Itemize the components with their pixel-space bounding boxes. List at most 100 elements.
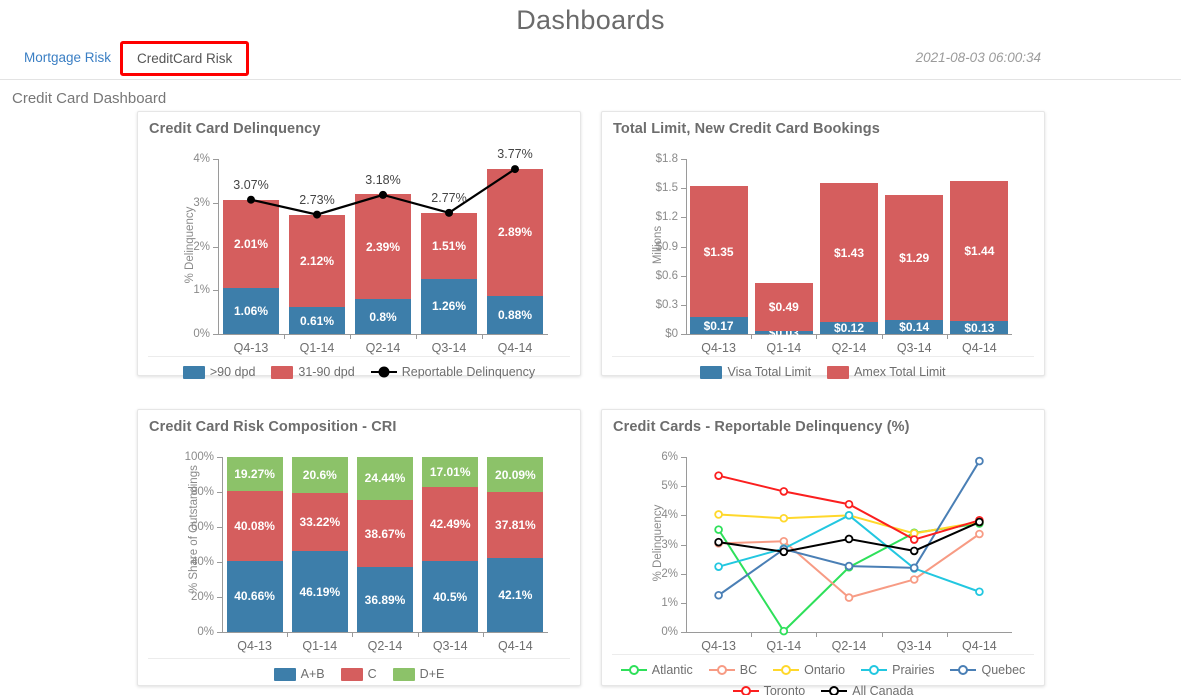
chart-total-limit-bookings[interactable]: $0 $0.3 $0.6 $0.9 $1.2 $1.5 $1.8 Millions Q4-13 Q… bbox=[602, 137, 1044, 379]
y-axis-tick: 40% bbox=[190, 556, 214, 568]
bar-segment[interactable]: 1.06% bbox=[223, 287, 279, 334]
legend-item[interactable]: BC bbox=[708, 663, 757, 677]
legend-item[interactable]: Visa Total Limit bbox=[700, 365, 811, 379]
bar-segment[interactable]: 0.88% bbox=[487, 295, 543, 334]
line-series-group[interactable] bbox=[602, 435, 1046, 685]
legend-label: Prairies bbox=[892, 663, 935, 677]
chart-reportable-delinquency[interactable]: 0% 1% 2% 3% 4% 5% 6%% Delinquency Q4-13 Q1-14 Q2-… bbox=[602, 435, 1046, 695]
bar-segment[interactable]: 40.5% bbox=[422, 561, 479, 632]
y-axis-tick: 2% bbox=[193, 240, 210, 253]
x-axis-tick: Q4-14 bbox=[962, 341, 997, 355]
bar-segment[interactable]: $1.29 bbox=[885, 194, 944, 321]
chart-legend: >90 dpd 31-90 dpd Reportable Delinquency bbox=[138, 365, 580, 379]
legend-item[interactable]: A+B bbox=[273, 667, 325, 681]
bar-segment[interactable]: 40.08% bbox=[226, 490, 283, 561]
bar-segment[interactable]: $0.14 bbox=[885, 320, 944, 334]
bar-segment[interactable]: $1.43 bbox=[820, 183, 878, 323]
bar-segment[interactable]: 1.51% bbox=[421, 212, 477, 279]
legend-item[interactable]: >90 dpd bbox=[182, 365, 255, 379]
bar-value-label: 24.44% bbox=[364, 471, 406, 486]
x-tick-mark bbox=[416, 334, 417, 339]
y-axis-tick: 2% bbox=[661, 567, 678, 580]
bar-segment[interactable]: 2.12% bbox=[289, 214, 345, 308]
bar-segment[interactable]: 24.44% bbox=[357, 457, 413, 500]
y-axis-line bbox=[218, 159, 219, 334]
y-tick-mark bbox=[681, 457, 686, 458]
dashboard-section-label: Credit Card Dashboard bbox=[12, 90, 167, 107]
legend-item[interactable]: 31-90 dpd bbox=[271, 365, 355, 379]
chart-credit-card-delinquency[interactable]: 0% 1% 2% 3% 4%% Delinquency Q4-13 Q1-14 Q2-14 Q3… bbox=[138, 137, 580, 379]
y-axis-line bbox=[686, 159, 687, 334]
y-tick-mark bbox=[217, 632, 222, 633]
bar-segment[interactable]: $0.17 bbox=[689, 317, 748, 334]
y-tick-mark bbox=[681, 159, 686, 160]
legend-item[interactable]: Ontario bbox=[773, 663, 845, 677]
chart-risk-composition[interactable]: 0% 20% 40% 60% 80% 100%% Share of Outstanding… bbox=[138, 435, 580, 681]
legend-item[interactable]: Reportable Delinquency bbox=[370, 365, 535, 379]
bar-segment[interactable]: 37.81% bbox=[487, 492, 544, 559]
bar-segment[interactable]: 40.66% bbox=[226, 560, 283, 632]
y-tick-mark bbox=[681, 544, 686, 546]
bar-segment[interactable]: $0.13 bbox=[950, 321, 1009, 335]
bar-segment[interactable]: 36.89% bbox=[357, 567, 413, 632]
bar-segment[interactable]: $1.35 bbox=[689, 186, 748, 318]
bar-segment[interactable]: 33.22% bbox=[291, 493, 348, 552]
tab-mortgage-risk[interactable]: Mortgage Risk bbox=[24, 50, 112, 65]
bar-segment[interactable]: 1.26% bbox=[421, 278, 477, 334]
legend-line-marker bbox=[773, 665, 800, 675]
x-tick-mark bbox=[417, 632, 419, 637]
x-axis-line bbox=[222, 632, 548, 633]
legend-item[interactable]: Toronto bbox=[732, 684, 806, 695]
legend-item[interactable]: All Canada bbox=[821, 684, 913, 695]
y-axis-tick: 80% bbox=[190, 486, 214, 498]
bar-segment[interactable]: $0.03 bbox=[754, 326, 813, 340]
legend-divider bbox=[612, 356, 1034, 357]
x-axis-tick: Q4-14 bbox=[498, 639, 533, 653]
bar-segment[interactable]: 2.01% bbox=[223, 199, 279, 288]
bar-value-label: 20.09% bbox=[495, 467, 536, 482]
bar-segment[interactable]: 20.6% bbox=[291, 456, 348, 494]
bar-segment[interactable]: 46.19% bbox=[291, 551, 348, 632]
bar-segment[interactable]: 2.39% bbox=[355, 194, 411, 299]
y-axis-tick: 1% bbox=[193, 284, 210, 297]
tab-creditcard-risk[interactable]: CreditCard Risk bbox=[120, 41, 250, 76]
legend-item[interactable]: Atlantic bbox=[620, 663, 693, 677]
y-axis-line bbox=[222, 457, 223, 632]
x-axis-tick: Q4-13 bbox=[701, 639, 736, 653]
legend-label: Quebec bbox=[981, 663, 1026, 677]
x-axis-tick: Q2-14 bbox=[831, 341, 867, 355]
bar-segment[interactable]: 17.01% bbox=[422, 457, 479, 487]
bar-value-label: 1.51% bbox=[431, 238, 467, 253]
bar-segment[interactable]: 38.67% bbox=[357, 499, 413, 568]
bar-segment[interactable]: $1.44 bbox=[950, 181, 1009, 322]
x-axis-tick: Q1-14 bbox=[302, 639, 338, 653]
legend-item[interactable]: C bbox=[340, 667, 377, 681]
panel-title: Total Limit, New Credit Card Bookings bbox=[613, 121, 880, 137]
bar-segment[interactable]: 0.8% bbox=[355, 299, 411, 334]
legend-item[interactable]: Prairies bbox=[861, 663, 934, 677]
legend-label: 31-90 dpd bbox=[298, 365, 355, 379]
y-axis-tick: $1.5 bbox=[655, 182, 678, 195]
legend-item[interactable]: Quebec bbox=[950, 663, 1025, 677]
y-axis-tick: $1.8 bbox=[655, 153, 678, 165]
bar-segment[interactable]: 42.1% bbox=[487, 558, 544, 632]
y-axis-tick: 1% bbox=[661, 596, 678, 609]
y-axis-tick: 4% bbox=[193, 153, 210, 165]
bar-segment[interactable]: $0.12 bbox=[820, 321, 878, 335]
y-axis-line bbox=[686, 457, 687, 632]
bar-segment[interactable]: $0.49 bbox=[754, 283, 813, 332]
bar-segment[interactable]: 0.61% bbox=[289, 307, 345, 334]
bar-segment[interactable]: 19.27% bbox=[226, 456, 283, 491]
x-axis-tick: Q1-14 bbox=[299, 341, 335, 355]
bar-value-label: $1.44 bbox=[964, 244, 995, 259]
legend-label: A+B bbox=[300, 667, 325, 681]
legend-item[interactable]: Amex Total Limit bbox=[827, 365, 946, 379]
bar-segment[interactable]: 2.89% bbox=[487, 169, 543, 296]
bar-value-label: 2.39% bbox=[365, 239, 401, 254]
legend-label: Toronto bbox=[763, 684, 806, 695]
x-axis-tick: Q2-14 bbox=[831, 639, 867, 653]
tab-bar: Mortgage Risk CreditCard Risk 2021-08-03… bbox=[0, 40, 1181, 80]
bar-segment[interactable]: 20.09% bbox=[487, 457, 544, 493]
bar-segment[interactable]: 42.49% bbox=[422, 486, 479, 562]
legend-item[interactable]: D+E bbox=[392, 667, 444, 681]
